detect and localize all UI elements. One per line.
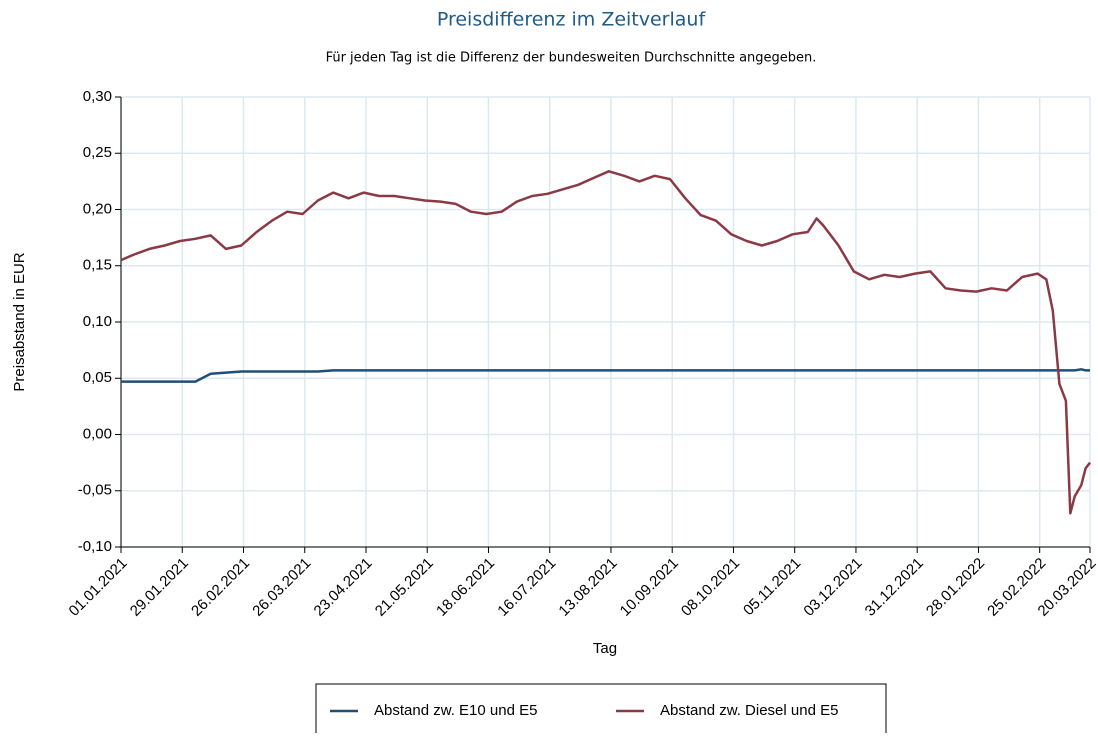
- y-tick-label: 0,25: [83, 144, 112, 161]
- y-tick-label: 0,05: [83, 369, 112, 386]
- y-tick-label: 0,20: [83, 200, 112, 217]
- y-tick-label: 0,30: [83, 88, 112, 105]
- x-tick-label: 01.01.2021: [66, 555, 131, 620]
- legend-label: Abstand zw. E10 und E5: [374, 702, 537, 719]
- x-tick-label: 23.04.2021: [311, 555, 376, 620]
- data-line: [121, 368, 1090, 383]
- x-tick-label: 31.12.2021: [862, 555, 927, 620]
- y-tick-label: 0,00: [83, 425, 112, 442]
- x-tick-label: 21.05.2021: [372, 555, 437, 620]
- x-tick-label: 26.03.2021: [249, 555, 314, 620]
- y-tick-label: -0,05: [78, 482, 112, 499]
- y-tick-label: 0,15: [83, 257, 112, 274]
- x-axis-label: Tag: [593, 640, 617, 657]
- x-tick-label: 05.11.2021: [740, 555, 804, 619]
- x-tick-label: 10.09.2021: [617, 555, 682, 620]
- x-tick-label: 18.06.2021: [433, 555, 498, 620]
- x-tick-label: 26.02.2021: [188, 555, 253, 620]
- x-tick-label: 28.01.2022: [923, 555, 988, 620]
- chart-subtitle: Für jeden Tag ist die Differenz der bund…: [326, 51, 817, 66]
- legend-label: Abstand zw. Diesel und E5: [660, 702, 838, 719]
- y-tick-label: -0,10: [78, 538, 112, 555]
- x-tick-label: 29.01.2021: [127, 555, 192, 620]
- x-tick-label: 16.07.2021: [494, 555, 559, 620]
- data-line: [120, 170, 1091, 515]
- x-tick-label: 13.08.2021: [555, 555, 620, 620]
- y-tick-label: 0,10: [83, 313, 112, 330]
- y-axis-label: Preisabstand in EUR: [11, 252, 28, 391]
- x-tick-label: 03.12.2021: [800, 555, 865, 620]
- chart-title: Preisdifferenz im Zeitverlauf: [437, 9, 707, 31]
- x-tick-label: 08.10.2021: [678, 555, 743, 620]
